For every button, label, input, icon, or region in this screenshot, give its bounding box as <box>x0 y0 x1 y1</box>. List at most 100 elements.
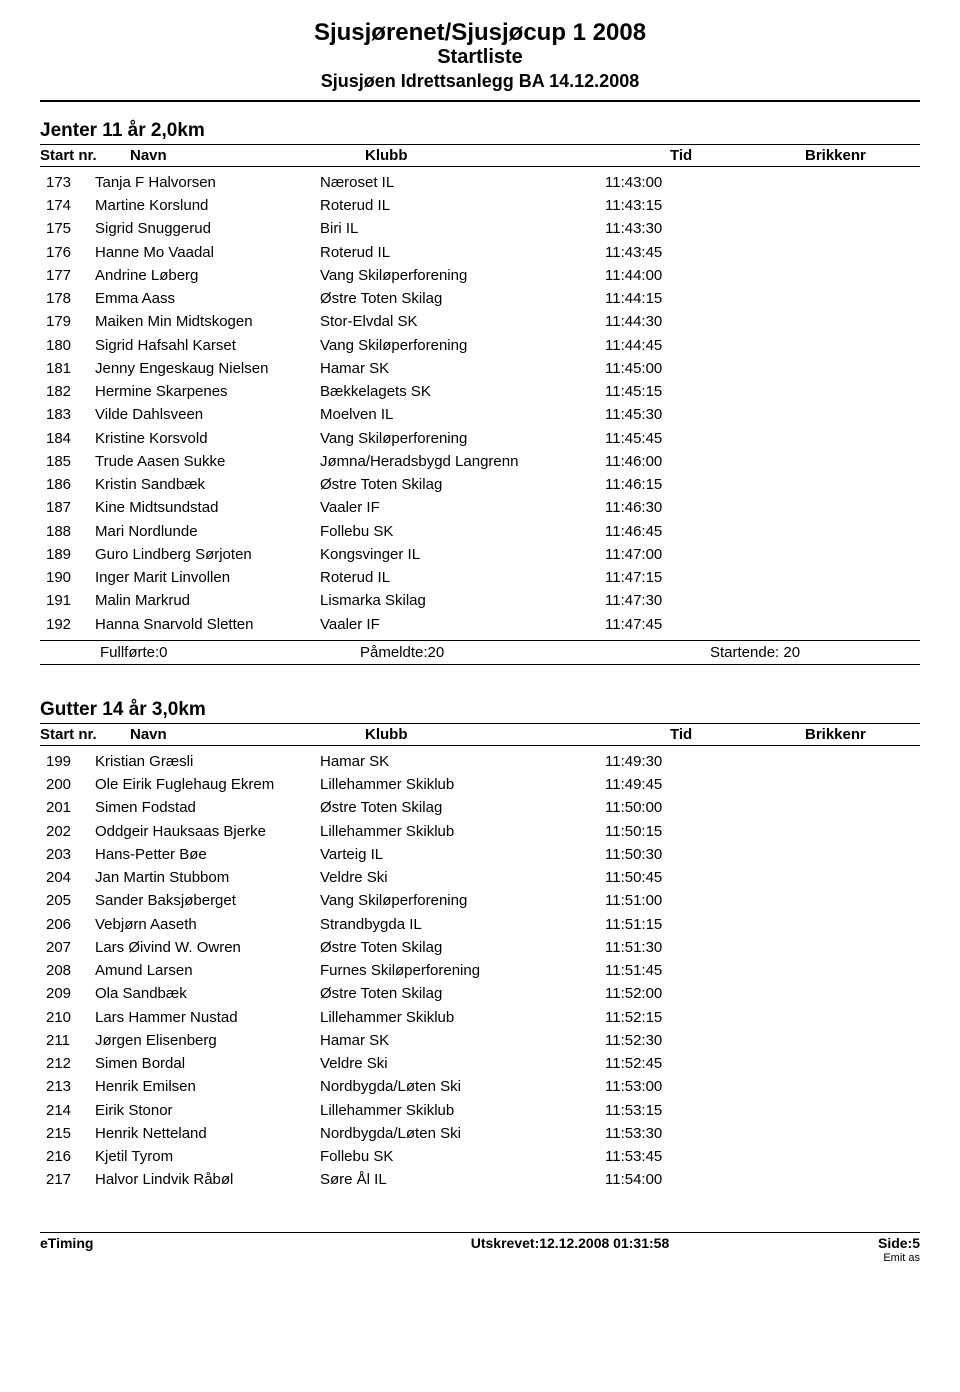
cell-nr: 183 <box>40 403 95 426</box>
table-row: 205Sander BaksjøbergetVang Skiløperforen… <box>40 889 920 912</box>
cell-nr: 212 <box>40 1052 95 1075</box>
table-row: 212Simen BordalVeldre Ski11:52:45 <box>40 1052 920 1075</box>
cell-nr: 178 <box>40 287 95 310</box>
col-tid: Tid <box>670 726 805 743</box>
cell-name: Tanja F Halvorsen <box>95 171 320 194</box>
cell-club: Østre Toten Skilag <box>320 982 605 1005</box>
cell-club: Stor-Elvdal SK <box>320 310 605 333</box>
cell-nr: 201 <box>40 796 95 819</box>
cell-nr: 179 <box>40 310 95 333</box>
cell-nr: 192 <box>40 613 95 636</box>
cell-club: Follebu SK <box>320 520 605 543</box>
cell-tid: 11:51:30 <box>605 936 695 959</box>
summary-startende: Startende: 20 <box>710 644 920 661</box>
cell-name: Lars Øivind W. Owren <box>95 936 320 959</box>
cell-tid: 11:47:15 <box>605 566 695 589</box>
cell-nr: 187 <box>40 496 95 519</box>
cell-nr: 213 <box>40 1075 95 1098</box>
cell-club: Lillehammer Skiklub <box>320 1006 605 1029</box>
cell-nr: 203 <box>40 843 95 866</box>
cell-nr: 175 <box>40 217 95 240</box>
cell-club: Østre Toten Skilag <box>320 796 605 819</box>
cell-club: Kongsvinger IL <box>320 543 605 566</box>
table-row: 207Lars Øivind W. OwrenØstre Toten Skila… <box>40 936 920 959</box>
cell-tid: 11:46:15 <box>605 473 695 496</box>
cell-name: Hermine Skarpenes <box>95 380 320 403</box>
cell-tid: 11:49:30 <box>605 750 695 773</box>
cell-tid: 11:50:00 <box>605 796 695 819</box>
cell-name: Hanne Mo Vaadal <box>95 241 320 264</box>
cell-nr: 174 <box>40 194 95 217</box>
table-row: 210Lars Hammer NustadLillehammer Skiklub… <box>40 1006 920 1029</box>
table-row: 199Kristian GræsliHamar SK11:49:30 <box>40 750 920 773</box>
cell-tid: 11:53:15 <box>605 1099 695 1122</box>
cell-tid: 11:53:45 <box>605 1145 695 1168</box>
cell-name: Kristian Græsli <box>95 750 320 773</box>
cell-name: Hanna Snarvold Sletten <box>95 613 320 636</box>
col-klubb: Klubb <box>365 147 670 164</box>
table-row: 214Eirik StonorLillehammer Skiklub11:53:… <box>40 1099 920 1122</box>
col-startnr: Start nr. <box>40 147 130 164</box>
cell-club: Veldre Ski <box>320 1052 605 1075</box>
cell-nr: 173 <box>40 171 95 194</box>
cell-club: Østre Toten Skilag <box>320 473 605 496</box>
cell-tid: 11:50:45 <box>605 866 695 889</box>
cell-tid: 11:44:45 <box>605 334 695 357</box>
cell-name: Jørgen Elisenberg <box>95 1029 320 1052</box>
cell-tid: 11:47:45 <box>605 613 695 636</box>
cell-tid: 11:47:00 <box>605 543 695 566</box>
cell-name: Henrik Netteland <box>95 1122 320 1145</box>
cell-name: Oddgeir Hauksaas Bjerke <box>95 820 320 843</box>
cell-tid: 11:44:00 <box>605 264 695 287</box>
summary-fullforte: Fullførte:0 <box>100 644 360 661</box>
cell-club: Næroset IL <box>320 171 605 194</box>
cell-name: Vilde Dahlsveen <box>95 403 320 426</box>
header-rule <box>40 100 920 102</box>
section1-rows: 173Tanja F HalvorsenNæroset IL11:43:00 17… <box>40 171 920 636</box>
cell-tid: 11:52:45 <box>605 1052 695 1075</box>
table-row: 201Simen FodstadØstre Toten Skilag11:50:… <box>40 796 920 819</box>
table-row: 183Vilde DahlsveenMoelven IL11:45:30 <box>40 403 920 426</box>
cell-name: Emma Aass <box>95 287 320 310</box>
cell-nr: 209 <box>40 982 95 1005</box>
cell-club: Roterud IL <box>320 241 605 264</box>
cell-tid: 11:43:00 <box>605 171 695 194</box>
cell-club: Roterud IL <box>320 566 605 589</box>
cell-club: Lismarka Skilag <box>320 589 605 612</box>
cell-nr: 217 <box>40 1168 95 1191</box>
table-row: 216Kjetil TyromFollebu SK11:53:45 <box>40 1145 920 1168</box>
table-row: 184Kristine KorsvoldVang Skiløperforenin… <box>40 427 920 450</box>
cell-club: Furnes Skiløperforening <box>320 959 605 982</box>
cell-club: Follebu SK <box>320 1145 605 1168</box>
table-row: 178Emma AassØstre Toten Skilag11:44:15 <box>40 287 920 310</box>
cell-club: Hamar SK <box>320 750 605 773</box>
section2-rows: 199Kristian GræsliHamar SK11:49:30200Ole… <box>40 750 920 1192</box>
table-row: 217Halvor Lindvik RåbølSøre Ål IL11:54:0… <box>40 1168 920 1191</box>
cell-club: Strandbygda IL <box>320 913 605 936</box>
cell-nr: 191 <box>40 589 95 612</box>
cell-club: Vaaler IF <box>320 496 605 519</box>
footer-printed: Utskrevet:12.12.2008 01:31:58 <box>330 1235 810 1251</box>
col-brikkenr: Brikkenr <box>805 726 920 743</box>
table-row: 211Jørgen ElisenbergHamar SK11:52:30 <box>40 1029 920 1052</box>
cell-name: Kristine Korsvold <box>95 427 320 450</box>
cell-tid: 11:47:30 <box>605 589 695 612</box>
cell-club: Roterud IL <box>320 194 605 217</box>
cell-nr: 200 <box>40 773 95 796</box>
event-title: Sjusjørenet/Sjusjøcup 1 2008 <box>40 20 920 46</box>
table-row: 177Andrine LøbergVang Skiløperforening11… <box>40 264 920 287</box>
cell-tid: 11:43:30 <box>605 217 695 240</box>
cell-tid: 11:52:00 <box>605 982 695 1005</box>
table-row: 192Hanna Snarvold SlettenVaaler IF11:47:… <box>40 613 920 636</box>
table-row: 202Oddgeir Hauksaas BjerkeLillehammer Sk… <box>40 820 920 843</box>
col-brikkenr: Brikkenr <box>805 147 920 164</box>
cell-name: Lars Hammer Nustad <box>95 1006 320 1029</box>
cell-nr: 188 <box>40 520 95 543</box>
table-row: 213Henrik EmilsenNordbygda/Løten Ski11:5… <box>40 1075 920 1098</box>
cell-tid: 11:51:15 <box>605 913 695 936</box>
cell-nr: 190 <box>40 566 95 589</box>
cell-club: Vang Skiløperforening <box>320 889 605 912</box>
cell-name: Maiken Min Midtskogen <box>95 310 320 333</box>
cell-club: Lillehammer Skiklub <box>320 820 605 843</box>
table-row: 180Sigrid Hafsahl KarsetVang Skiløperfor… <box>40 334 920 357</box>
